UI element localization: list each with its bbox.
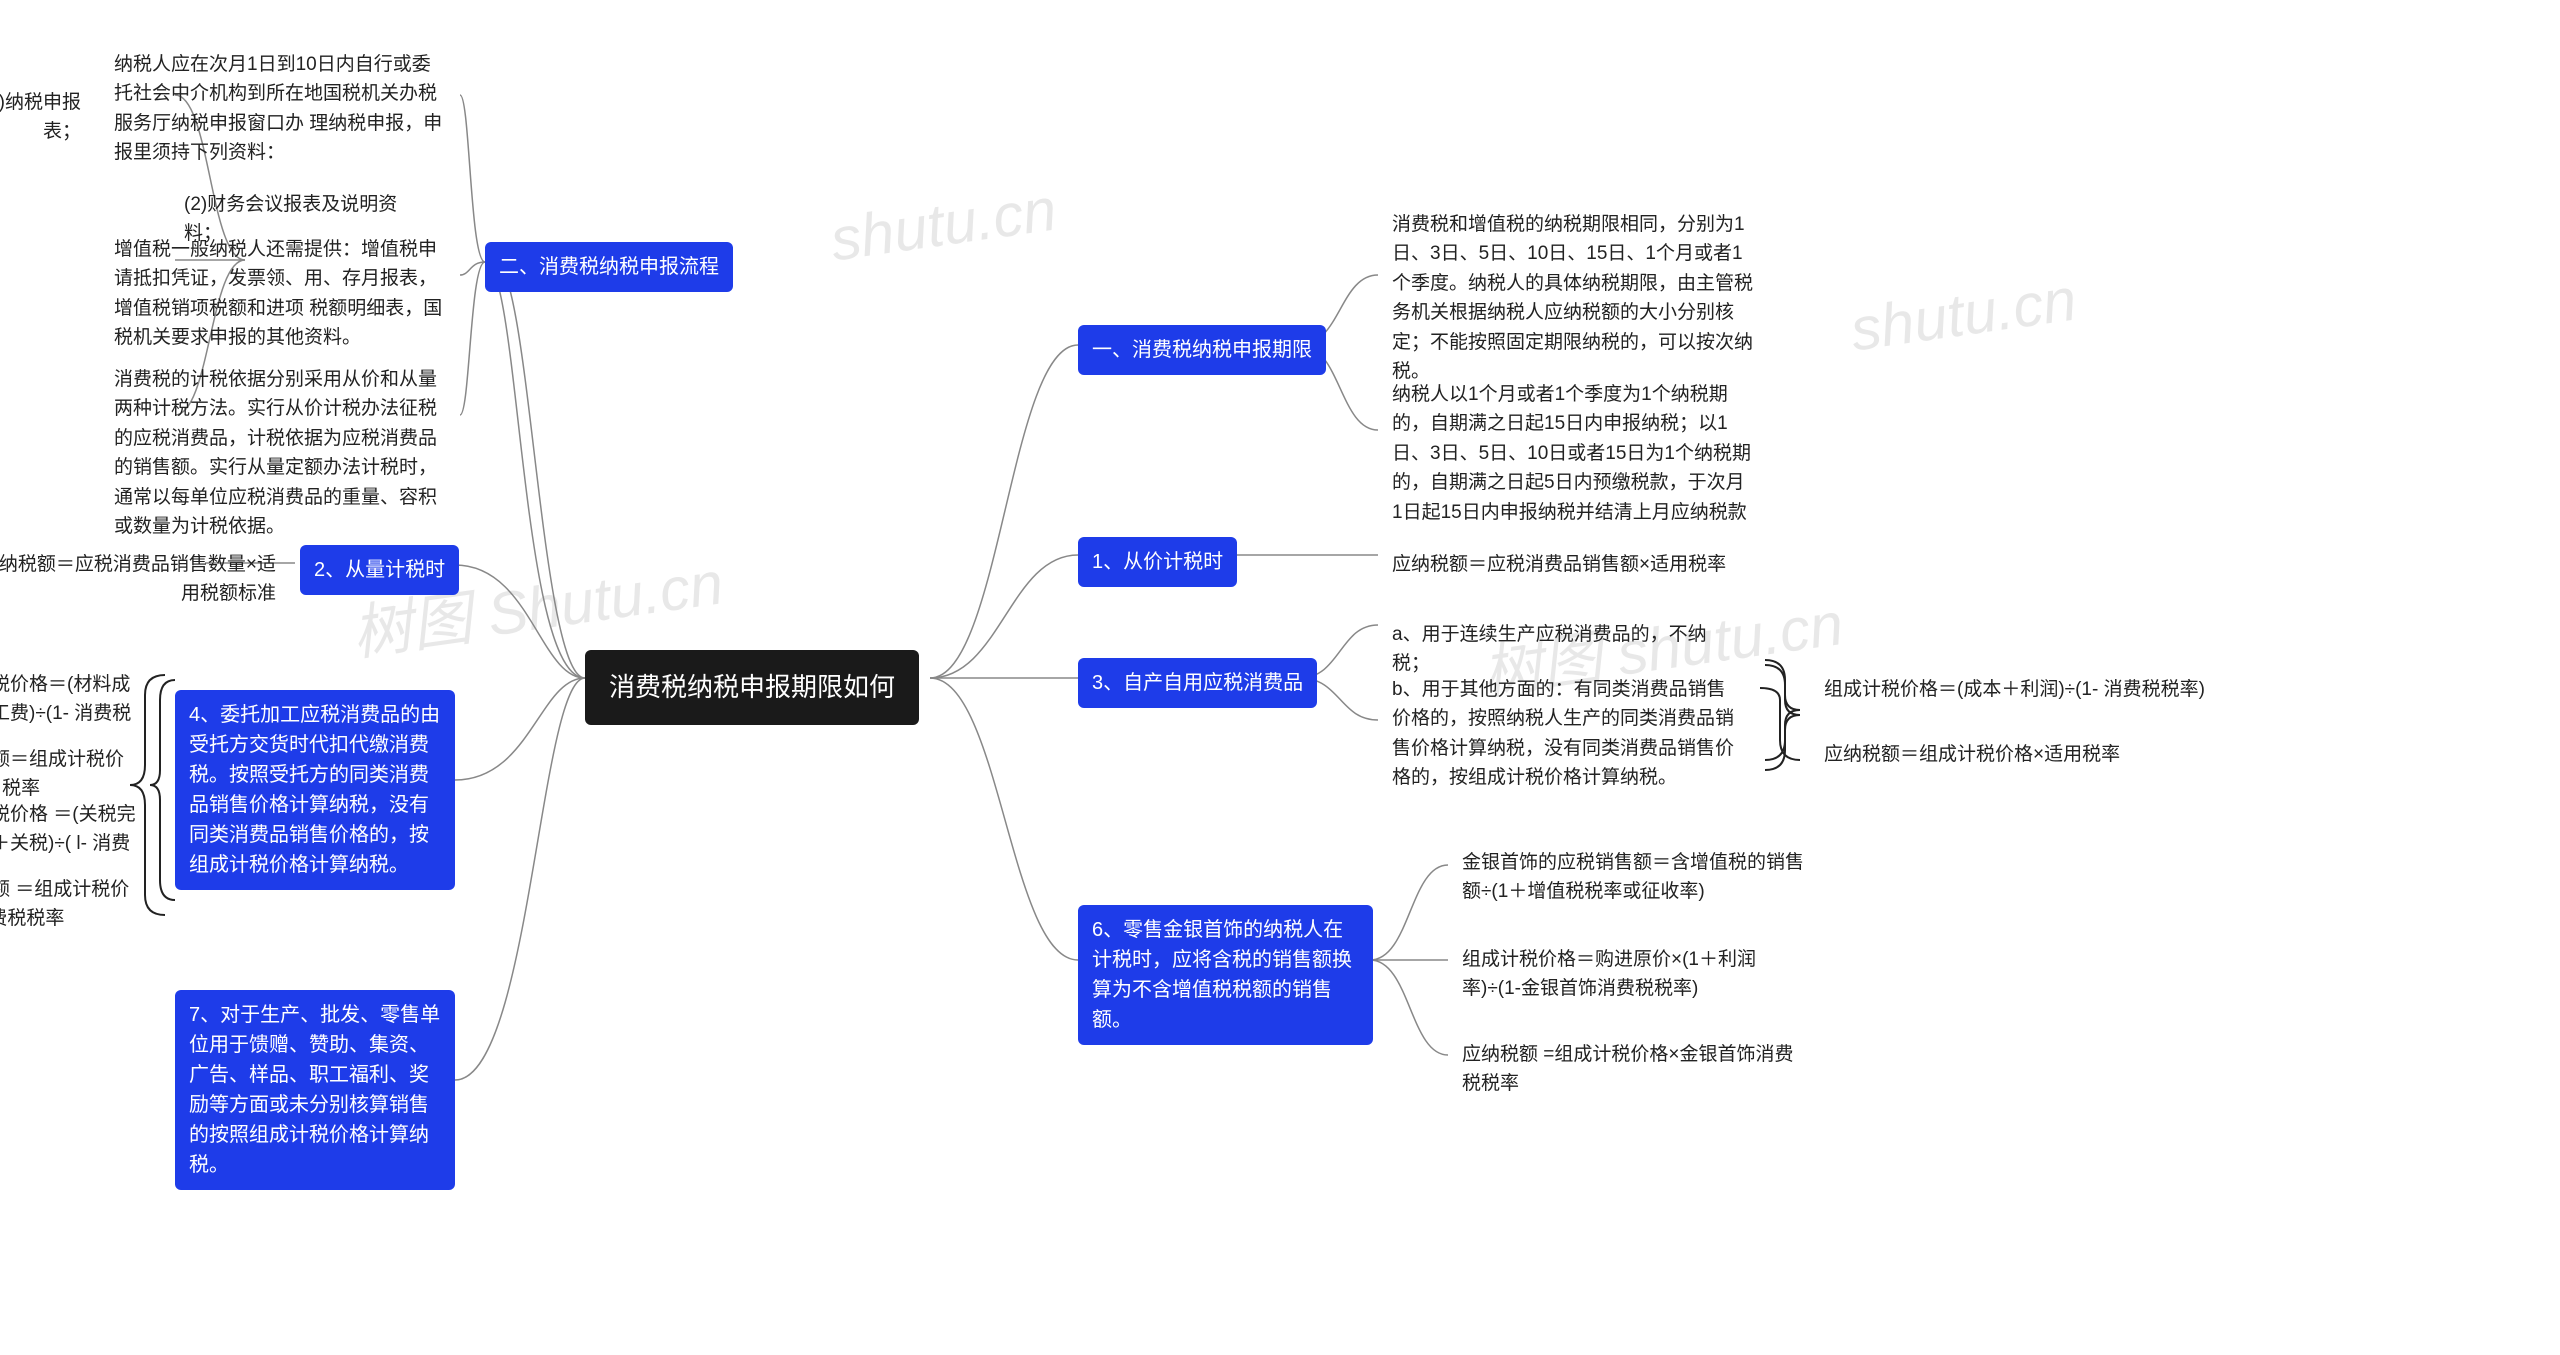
node-l2q: 2、从量计税时 (300, 545, 459, 595)
node-l4: 4、委托加工应税消费品的由受托方交货时代扣代缴消费税。按照受托方的同类消费品销售… (175, 690, 455, 890)
leaf-r1-1: 消费税和增值税的纳税期限相同，分别为1日、3日、5日、10日、15日、1个月或者… (1378, 200, 1768, 397)
leaf-l2-head: 纳税人应在次月1日到10日内自行或委托社会中介机构到所在地国税机关办税服务厅纳税… (100, 40, 460, 178)
node-r1: 一、消费税纳税申报期限 (1078, 325, 1326, 375)
leaf-r6-1: 金银首饰的应税销售额＝含增值税的销售额÷(1＋增值税税率或征收率) (1448, 838, 1818, 917)
watermark: shutu.cn (826, 175, 1060, 275)
node-l7: 7、对于生产、批发、零售单位用于馈赠、赞助、集资、广告、样品、职工福利、奖励等方… (175, 990, 455, 1190)
node-r3: 3、自产自用应税消费品 (1078, 658, 1317, 708)
leaf-r3b: b、用于其他方面的：有同类消费品销售价格的，按照纳税人生产的同类消费品销售价格计… (1378, 665, 1758, 803)
leaf-l4-4: 应纳税额 ＝组成计税价格 ×消费税税率 (0, 865, 155, 944)
watermark: shutu.cn (1846, 265, 2080, 365)
leaf-r3b2: 应纳税额＝组成计税价格×适用税率 (1810, 730, 2134, 779)
leaf-r3b1: 组成计税价格＝(成本＋利润)÷(1- 消费税税率) (1810, 665, 2219, 714)
node-r2: 1、从价计税时 (1078, 537, 1237, 587)
node-r6: 6、零售金银首饰的纳税人在计税时，应将含税的销售额换算为不含增值税税额的销售额。 (1078, 905, 1373, 1045)
root-node: 消费税纳税申报期限如何 (585, 650, 919, 725)
leaf-r6-2: 组成计税价格＝购进原价×(1＋利润率)÷(1-金银首饰消费税税率) (1448, 935, 1818, 1014)
leaf-l2q: 应纳税额＝应税消费品销售数量×适用税额标准 (0, 540, 290, 619)
leaf-r2: 应纳税额＝应税消费品销售额×适用税率 (1378, 540, 1740, 589)
leaf-l2-2: 增值税一般纳税人还需提供：增值税申请抵扣凭证，发票领、用、存月报表，增值税销项税… (100, 225, 460, 363)
leaf-r6-3: 应纳税额 =组成计税价格×金银首饰消费税税率 (1448, 1030, 1818, 1109)
node-l2: 二、消费税纳税申报流程 (485, 242, 733, 292)
leaf-l2-1a: (1)纳税申报表； (0, 78, 95, 157)
leaf-r1-2: 纳税人以1个月或者1个季度为1个纳税期的，自期满之日起15日内申报纳税；以1日、… (1378, 370, 1768, 537)
leaf-l2-3: 消费税的计税依据分别采用从价和从量两种计税方法。实行从价计税办法征税的应税消费品… (100, 355, 460, 552)
